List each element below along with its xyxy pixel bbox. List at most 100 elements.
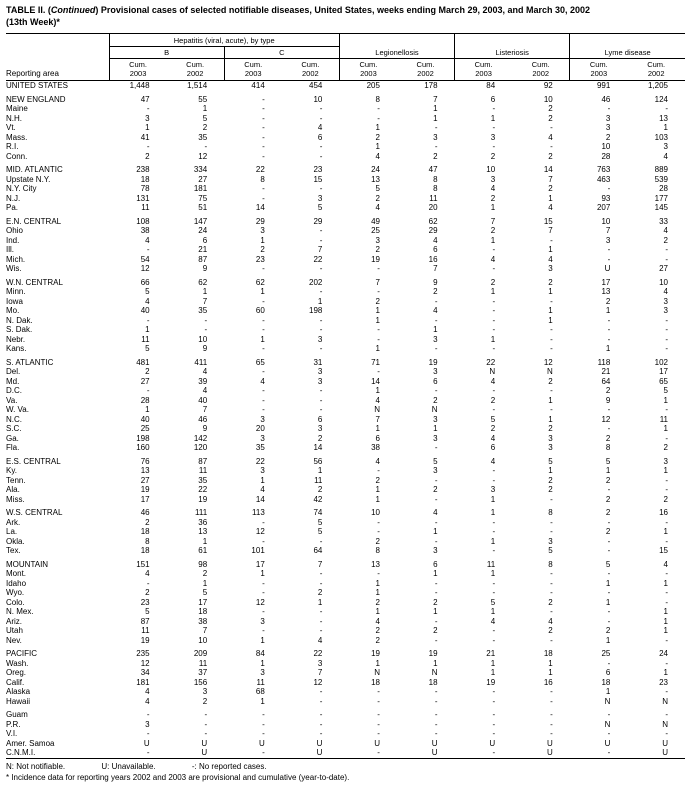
cell-value: 1 — [605, 344, 611, 354]
cell-value: 1 — [317, 466, 323, 476]
cell-value: 1 — [433, 527, 438, 537]
cell-value: 2 — [548, 277, 553, 287]
cell-value: 66 — [140, 277, 150, 287]
table-row: W.S. CENTRAL 46 111 113 74 10 4 1 8 2 16 — [6, 508, 685, 518]
cell-value: - — [377, 104, 380, 114]
table-row: Del. 2 4 - 3 - 3 N N 21 17 — [6, 367, 685, 377]
cell-value: 1 — [548, 658, 553, 668]
cell-value: 17 — [601, 277, 611, 287]
cell-reporting-area: Idaho — [6, 578, 27, 588]
table-row: Wyo. 2 5 - 2 1 - - - - - — [6, 588, 685, 598]
cell-value: - — [665, 485, 668, 495]
cell-value: - — [434, 517, 438, 527]
cell-value: 1 — [663, 123, 668, 133]
cell-value: 2 — [548, 626, 553, 636]
cell-value: 35 — [255, 443, 265, 453]
cell-reporting-area: Conn. — [6, 151, 28, 161]
cell-value: 92 — [543, 81, 553, 91]
cell-value: 87 — [140, 616, 150, 626]
cell-value: 7 — [605, 226, 611, 236]
cell-value: - — [262, 626, 265, 636]
cell-value: - — [262, 193, 265, 203]
cell-reporting-area: Mont. — [6, 569, 27, 579]
cell-value: 202 — [309, 277, 323, 287]
cell-value: 463 — [596, 174, 611, 184]
cell-value: 5 — [145, 607, 150, 617]
cell-value: 1 — [433, 424, 438, 434]
cell-value: 1 — [260, 334, 265, 344]
table-row: Ga. 198 142 3 2 6 3 4 3 2 - — [6, 434, 685, 444]
table-row: S. Dak. 1 - - - - 1 - - - - — [6, 325, 685, 335]
cell-reporting-area: N.J. — [6, 193, 21, 203]
cell-value: 55 — [198, 94, 208, 104]
cell-value: 181 — [136, 677, 150, 687]
cell-value: - — [665, 597, 668, 607]
cell-value: 2 — [605, 386, 611, 396]
column-header-cum-2003: Cum. 2003 — [454, 58, 513, 82]
cell-value: 24 — [659, 649, 668, 659]
cell-reporting-area: Mass. — [6, 132, 28, 142]
cell-reporting-area: PACIFIC — [6, 649, 37, 659]
cell-reporting-area: N.Y. City — [6, 184, 37, 194]
cell-value: 1 — [375, 344, 380, 354]
cell-value: 24 — [198, 226, 208, 236]
hepatitis-group-header: Hepatitis (viral, acute), by type — [108, 33, 340, 48]
cell-value: 4 — [145, 296, 150, 306]
cell-value: 11 — [659, 414, 668, 424]
column-header-cum-2002: Cum. 2002 — [512, 58, 570, 82]
cell-value: 4 — [663, 226, 668, 236]
cell-value: - — [262, 264, 265, 274]
cell-value: 2 — [375, 635, 380, 645]
cell-value: 131 — [136, 193, 150, 203]
cell-value: 84 — [255, 649, 265, 659]
table-row: Utah 11 7 - - 2 2 - 2 2 1 — [6, 626, 685, 636]
cell-value: 4 — [490, 616, 496, 626]
cell-value: 25 — [140, 424, 150, 434]
cell-value: - — [434, 729, 438, 739]
cell-value: 12 — [543, 357, 553, 367]
cell-value: - — [262, 536, 265, 546]
cell-value: 19 — [428, 649, 438, 659]
cell-value: - — [377, 729, 380, 739]
cell-value: 1 — [260, 235, 265, 245]
cell-reporting-area: Calif. — [6, 677, 25, 687]
cell-value: 1 — [663, 578, 668, 588]
cell-value: 1 — [490, 569, 496, 579]
cell-value: N — [374, 405, 380, 415]
cell-value: - — [607, 245, 611, 255]
cell-value: 1 — [663, 466, 668, 476]
cell-value: 4 — [375, 395, 380, 405]
cell-value: 18 — [140, 527, 150, 537]
header-row-groups: Reporting area Hepatitis (viral, acute),… — [6, 33, 685, 82]
cell-value: - — [377, 687, 380, 697]
cell-value: 3 — [433, 414, 438, 424]
table-row: Mo. 40 35 60 198 1 4 - 1 1 3 — [6, 306, 685, 316]
cell-value: 27 — [659, 264, 668, 274]
cell-value: 14 — [371, 376, 380, 386]
cell-value: 12 — [255, 597, 265, 607]
cell-value: - — [434, 588, 438, 598]
table-row: Alaska 4 3 68 - - - - - 1 - — [6, 687, 685, 697]
cell-value: 1 — [490, 287, 496, 297]
column-header-cum-2002: Cum. 2002 — [396, 58, 455, 82]
cell-value: 2 — [548, 184, 553, 194]
cell-value: - — [319, 264, 323, 274]
cell-value: 7 — [548, 226, 553, 236]
cell-value: 3 — [260, 668, 265, 678]
cell-value: 19 — [140, 635, 150, 645]
cell-value: - — [204, 142, 208, 152]
cell-value: 5 — [490, 414, 496, 424]
cell-value: 4 — [202, 386, 208, 396]
cell-value: - — [262, 719, 265, 729]
lyme-disease-header: Lyme disease — [569, 33, 685, 60]
cell-value: 2 — [663, 235, 668, 245]
cell-value: 3 — [548, 264, 553, 274]
cell-value: 65 — [255, 357, 265, 367]
cell-value: 7 — [317, 668, 323, 678]
table-row: V.I. - - - - - - - - - - — [6, 729, 685, 739]
cell-value: 71 — [371, 357, 380, 367]
column-header-cum-2003: Cum. 2003 — [338, 58, 397, 82]
cell-value: 1 — [260, 569, 265, 579]
cell-value: 18 — [140, 546, 150, 556]
cell-value: 23 — [313, 165, 323, 175]
